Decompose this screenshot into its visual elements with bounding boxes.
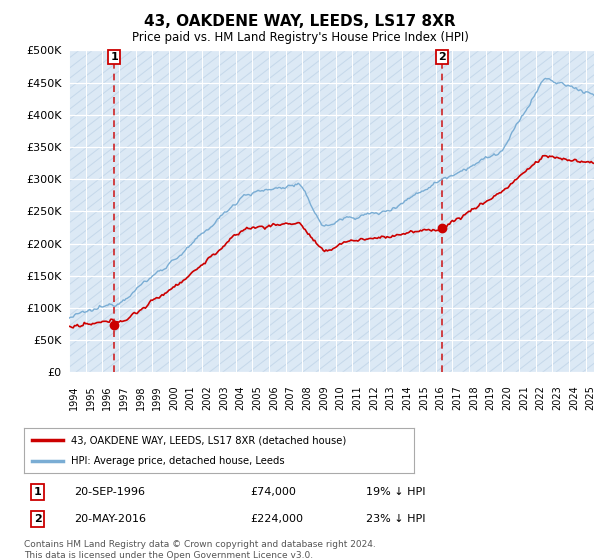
Text: 2: 2 [34, 514, 41, 524]
Text: 1999: 1999 [152, 385, 163, 410]
Text: 20-SEP-1996: 20-SEP-1996 [74, 487, 145, 497]
Text: 23% ↓ HPI: 23% ↓ HPI [366, 514, 426, 524]
Text: 19% ↓ HPI: 19% ↓ HPI [366, 487, 426, 497]
Text: 2020: 2020 [502, 385, 512, 410]
Text: 1996: 1996 [103, 385, 112, 410]
Text: 2022: 2022 [536, 385, 545, 410]
Text: £74,000: £74,000 [250, 487, 296, 497]
Text: 2011: 2011 [352, 385, 362, 410]
Text: 2014: 2014 [403, 385, 412, 410]
Text: 2024: 2024 [569, 385, 579, 410]
Text: 1994: 1994 [69, 385, 79, 410]
Text: 2006: 2006 [269, 385, 279, 410]
Text: 2023: 2023 [553, 385, 562, 410]
Text: 2: 2 [438, 52, 446, 62]
Text: 2009: 2009 [319, 385, 329, 410]
Text: £224,000: £224,000 [250, 514, 304, 524]
Text: 43, OAKDENE WAY, LEEDS, LS17 8XR: 43, OAKDENE WAY, LEEDS, LS17 8XR [144, 14, 456, 29]
Text: 2010: 2010 [335, 385, 346, 410]
Text: 2004: 2004 [236, 385, 245, 410]
Text: 2001: 2001 [185, 385, 196, 410]
Text: 2015: 2015 [419, 385, 429, 410]
Text: Price paid vs. HM Land Registry's House Price Index (HPI): Price paid vs. HM Land Registry's House … [131, 31, 469, 44]
Text: Contains HM Land Registry data © Crown copyright and database right 2024.
This d: Contains HM Land Registry data © Crown c… [24, 540, 376, 560]
Text: 2013: 2013 [386, 385, 395, 410]
Text: 2016: 2016 [436, 385, 446, 410]
Text: 2003: 2003 [219, 385, 229, 410]
Text: 1997: 1997 [119, 385, 129, 410]
Text: 2019: 2019 [485, 385, 496, 410]
Text: 2018: 2018 [469, 385, 479, 410]
Text: 43, OAKDENE WAY, LEEDS, LS17 8XR (detached house): 43, OAKDENE WAY, LEEDS, LS17 8XR (detach… [71, 436, 346, 446]
Text: HPI: Average price, detached house, Leeds: HPI: Average price, detached house, Leed… [71, 456, 284, 466]
Text: 2000: 2000 [169, 385, 179, 410]
Text: 1995: 1995 [86, 385, 95, 410]
Text: 20-MAY-2016: 20-MAY-2016 [74, 514, 146, 524]
Text: 2012: 2012 [369, 385, 379, 410]
Text: 1: 1 [110, 52, 118, 62]
Text: 1: 1 [34, 487, 41, 497]
Text: 2005: 2005 [253, 385, 262, 410]
Text: 1998: 1998 [136, 385, 146, 410]
Text: 2025: 2025 [586, 385, 596, 410]
Text: 2007: 2007 [286, 385, 296, 410]
Text: 2017: 2017 [452, 385, 463, 410]
Text: 2021: 2021 [519, 385, 529, 410]
Text: 2008: 2008 [302, 385, 313, 410]
Text: 2002: 2002 [202, 385, 212, 410]
